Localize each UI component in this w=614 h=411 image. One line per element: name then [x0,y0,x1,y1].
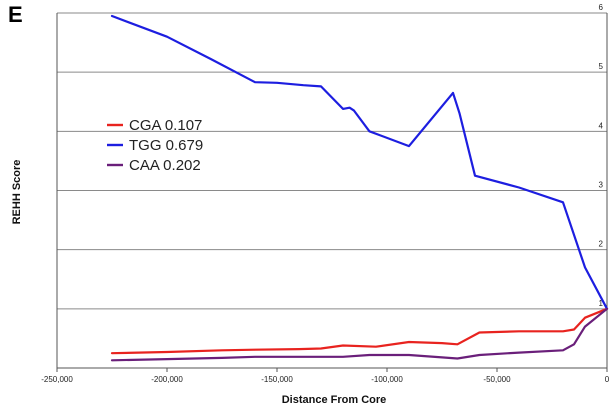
legend: CGA 0.107 TGG 0.679 CAA 0.202 [107,117,203,174]
x-axis-label: Distance From Core [282,394,387,406]
y-tick-label: 6 [599,3,604,12]
series-line-caa [110,307,609,362]
x-tick-label: 0 [605,375,610,384]
axis-ticks: -250,000 -200,000 -150,000 -100,000 -50,000 0… [41,3,610,384]
x-tick-label: -150,000 [261,375,293,384]
y-axis-label: REHH Score [11,160,23,225]
legend-label: TGG 0.679 [129,137,203,154]
series-line-tgg [110,14,609,310]
panel-letter: E [8,2,23,27]
x-tick-label: -200,000 [151,375,183,384]
series-lines [110,14,609,362]
y-tick-label: 2 [599,240,604,249]
y-tick-label: 1 [599,299,604,308]
y-tick-label: 5 [599,62,604,71]
y-tick-label: 3 [599,181,604,190]
x-tick-label: -250,000 [41,375,73,384]
x-tick-label: -50,000 [483,375,511,384]
legend-label: CGA 0.107 [129,117,202,134]
y-tick-label: 4 [599,121,604,130]
grid-lines [57,12,607,310]
series-line-cga [110,307,609,355]
x-tick-label: -100,000 [371,375,403,384]
legend-label: CAA 0.202 [129,157,201,174]
